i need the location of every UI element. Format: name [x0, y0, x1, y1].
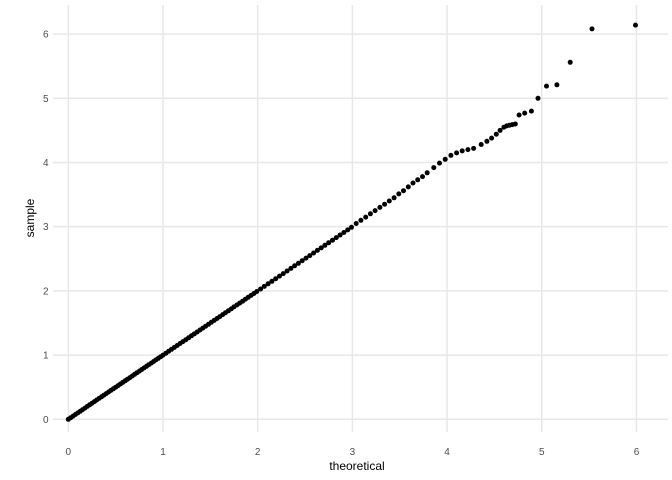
- data-point: [303, 255, 309, 261]
- data-point: [299, 258, 305, 264]
- data-point: [454, 150, 460, 156]
- data-point: [386, 198, 392, 204]
- data-point: [512, 121, 518, 127]
- data-point: [633, 22, 638, 28]
- points-layer: [65, 22, 638, 422]
- data-point: [437, 160, 442, 166]
- data-point: [326, 240, 332, 246]
- y-tick-label-4: 4: [43, 158, 49, 169]
- data-point: [318, 245, 324, 251]
- data-point: [465, 147, 471, 153]
- data-point: [554, 82, 560, 88]
- data-point: [396, 191, 402, 197]
- data-point: [284, 268, 290, 274]
- data-point: [516, 112, 522, 118]
- data-point: [337, 232, 343, 238]
- data-point: [497, 127, 503, 133]
- data-point: [345, 227, 351, 233]
- data-point: [254, 289, 260, 294]
- data-point: [493, 131, 499, 137]
- x-tick-label-2: 2: [255, 447, 261, 458]
- data-point: [459, 148, 465, 154]
- y-tick-label-6: 6: [43, 30, 49, 41]
- y-tick-label-3: 3: [43, 222, 49, 233]
- data-point: [401, 188, 406, 194]
- data-point: [424, 170, 430, 176]
- data-point: [589, 26, 595, 32]
- x-tick-label-4: 4: [444, 447, 450, 458]
- data-point: [307, 253, 313, 259]
- data-point: [322, 242, 328, 248]
- data-point: [522, 110, 528, 116]
- data-point: [341, 230, 347, 235]
- data-point: [391, 195, 397, 201]
- x-tick-label-6: 6: [634, 447, 640, 458]
- data-point: [544, 83, 549, 89]
- data-point: [280, 271, 286, 277]
- data-point: [567, 59, 573, 65]
- data-point: [431, 165, 437, 171]
- data-point: [382, 201, 388, 207]
- x-tick-label-0: 0: [66, 447, 72, 458]
- x-tick-label-3: 3: [350, 447, 356, 458]
- data-point: [258, 286, 264, 292]
- data-point: [471, 145, 477, 151]
- data-point: [420, 174, 425, 180]
- data-point: [292, 263, 298, 269]
- data-point: [372, 208, 378, 214]
- data-point: [535, 95, 541, 101]
- data-point: [489, 135, 495, 141]
- data-point: [405, 184, 411, 190]
- data-point: [269, 278, 275, 284]
- data-point: [353, 221, 359, 226]
- y-tick-label-2: 2: [43, 286, 49, 297]
- y-tick-label-0: 0: [43, 415, 49, 426]
- data-point: [314, 247, 320, 253]
- data-point: [333, 235, 339, 241]
- data-point: [442, 156, 448, 162]
- data-point: [448, 152, 454, 158]
- y-tick-label-1: 1: [43, 351, 49, 362]
- y-tick-label-5: 5: [43, 94, 49, 105]
- data-point: [295, 260, 301, 266]
- data-point: [367, 211, 373, 217]
- tick-label-layer: 0 1 2 3 4 5 6 0 1 2 3 4 5 6: [43, 30, 640, 458]
- y-axis-title: sample: [23, 198, 37, 237]
- data-point: [363, 214, 369, 220]
- data-point: [478, 142, 484, 147]
- x-tick-label-5: 5: [539, 447, 545, 458]
- data-point: [265, 281, 271, 287]
- data-point: [330, 237, 335, 243]
- x-axis-title: theoretical: [329, 459, 384, 473]
- data-point: [415, 177, 421, 183]
- data-point: [377, 204, 383, 210]
- data-point: [410, 180, 416, 186]
- data-point: [261, 283, 267, 289]
- data-point: [484, 138, 490, 144]
- grid-layer: [53, 5, 668, 432]
- data-point: [311, 250, 317, 256]
- data-point: [288, 265, 294, 271]
- x-tick-label-1: 1: [160, 447, 166, 458]
- data-point: [277, 273, 282, 279]
- data-point: [349, 224, 354, 230]
- data-point: [528, 108, 534, 114]
- data-point: [273, 276, 279, 282]
- data-point: [358, 217, 364, 223]
